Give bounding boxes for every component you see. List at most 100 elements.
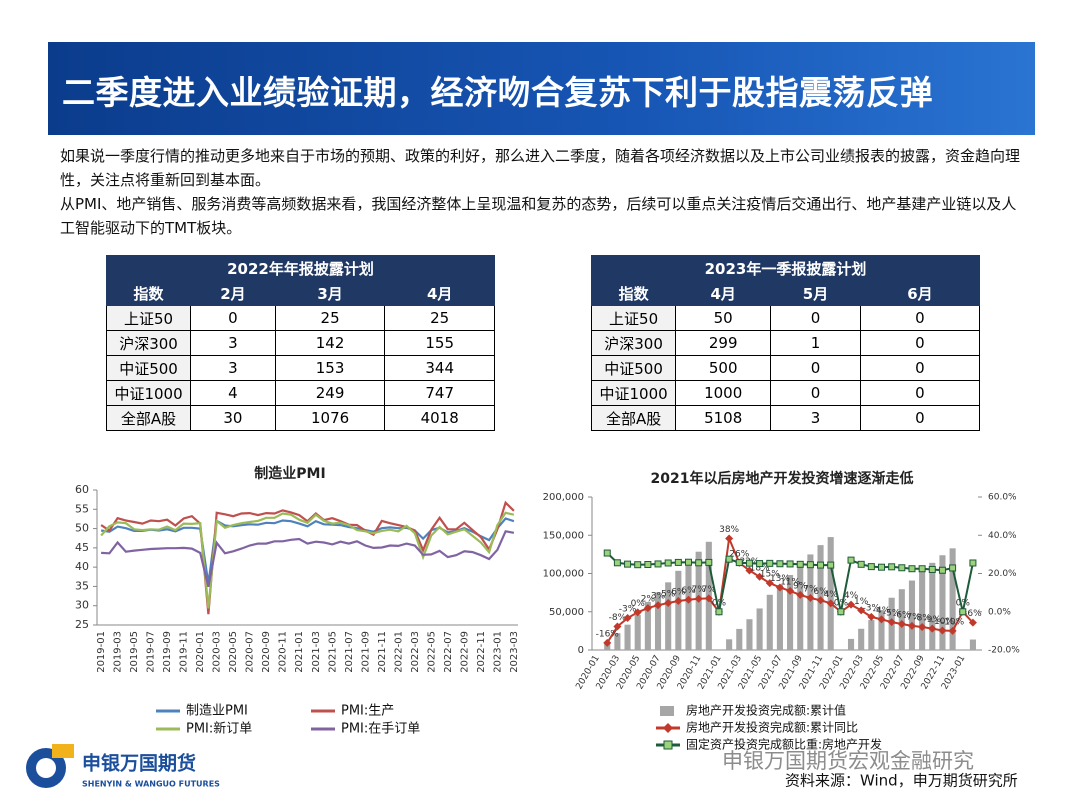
legend-label: PMI:生产	[341, 704, 394, 719]
marker	[898, 564, 906, 572]
x-tick-label: 2019-11	[179, 631, 190, 673]
bar	[675, 570, 682, 650]
bar	[969, 639, 976, 650]
column-header: 4月	[384, 280, 495, 306]
marker	[806, 561, 814, 569]
y-tick-label: 40	[75, 560, 89, 573]
table-row: 全部A股 30 1076 4018	[105, 405, 495, 431]
marker	[857, 560, 865, 568]
marker	[644, 561, 652, 569]
y-tick-label: 100,000	[543, 569, 584, 580]
data-label: -10%	[931, 617, 955, 627]
marker	[704, 594, 713, 603]
table-header-row: 指数 4月 5月 6月	[590, 280, 981, 306]
x-tick-label: 2020-07	[245, 631, 256, 673]
marker	[643, 604, 652, 613]
data-label: 26%	[729, 549, 749, 559]
table-title-row: 2023年一季报披露计划	[591, 255, 980, 281]
legend-label: 房地产开发投资完成额:累计值	[686, 703, 846, 718]
data-label: -4%	[873, 606, 891, 616]
table: 2023年一季报披露计划 指数 4月 5月 6月 上证50 50 0 0 沪深300 299 1 0 中证…	[590, 255, 981, 431]
marker	[878, 563, 885, 571]
data-label: 0%	[956, 598, 971, 608]
y2-tick-label: -20.0%	[988, 646, 1020, 656]
data-label: -5%	[883, 609, 901, 619]
cell: 0	[190, 305, 276, 331]
marker	[938, 566, 946, 574]
y-tick-label: 30	[75, 599, 89, 612]
x-tick-label: 2022-07	[443, 631, 454, 673]
marker	[664, 559, 672, 567]
column-header: 2月	[190, 280, 276, 306]
marker	[766, 559, 774, 567]
row-header: 中证500	[590, 355, 677, 381]
marker	[897, 619, 906, 628]
x-tick-label: 2021-05	[327, 631, 338, 673]
row-header: 上证50	[590, 305, 677, 331]
table: 2022年年报披露计划 指数 2月 3月 4月 上证50 0 25 25 沪深300 3 142 155…	[105, 255, 495, 431]
marker	[817, 561, 825, 569]
marker	[654, 560, 662, 568]
marker	[949, 564, 957, 572]
cell: 3	[190, 330, 276, 356]
logo-name: 申银万国期货	[82, 752, 196, 775]
marker	[765, 579, 774, 588]
data-label: -3%	[619, 605, 637, 615]
marker	[877, 615, 886, 624]
y-tick-label: 0	[578, 645, 584, 656]
marker	[888, 563, 896, 571]
data-label: 4%	[824, 590, 839, 600]
bullet-list: 如果说一季度行情的推动更多地来自于市场的预期、政策的利好，那么进入二季度，随着各…	[60, 144, 1020, 240]
marker	[837, 608, 845, 616]
marker	[745, 566, 754, 575]
bar	[624, 624, 631, 650]
marker	[816, 596, 825, 605]
bullet-text: 从PMI、地产销售、服务消费等高频数据来看，我国经济整体上呈现温和复苏的态势，后…	[60, 195, 1017, 237]
cell: 5108	[675, 405, 772, 431]
bar	[939, 555, 946, 650]
marker	[633, 608, 642, 617]
bar	[858, 628, 865, 650]
x-tick-label: 2019-03	[113, 631, 124, 673]
data-label: -6%	[893, 610, 911, 620]
column-header: 5月	[770, 280, 861, 306]
marker	[796, 560, 804, 568]
cell: 3	[770, 405, 861, 431]
row-header: 中证1000	[590, 380, 677, 406]
table-row: 上证50 0 25 25	[105, 305, 495, 331]
marker	[613, 559, 621, 567]
data-label: 7%	[803, 584, 818, 594]
x-tick-label: 2021-03	[311, 631, 322, 673]
y-tick-label: 150,000	[543, 530, 584, 541]
legend-label: 制造业PMI	[186, 704, 248, 719]
y2-tick-label: 0.0%	[988, 607, 1011, 617]
marker	[918, 565, 926, 573]
data-label: 11%	[780, 577, 800, 587]
data-label: 0%	[631, 599, 646, 609]
bar	[654, 592, 662, 650]
marker	[968, 618, 977, 627]
column-header: 4月	[675, 280, 772, 306]
cell: 0	[859, 405, 981, 431]
cell: 249	[274, 380, 386, 406]
data-label: -7%	[903, 612, 921, 622]
bar	[847, 638, 855, 650]
data-label: 6%	[813, 587, 828, 597]
marker	[907, 621, 916, 630]
bar	[726, 639, 733, 650]
row-header: 全部A股	[590, 405, 677, 431]
cell: 4018	[384, 405, 495, 431]
marker	[735, 559, 743, 567]
cell: 1000	[675, 380, 772, 406]
x-tick-label: 2022-05	[426, 631, 437, 673]
marker	[755, 572, 764, 581]
marker	[969, 559, 977, 567]
marker	[847, 600, 856, 609]
marker	[786, 560, 794, 568]
bar	[878, 610, 885, 650]
marker	[715, 608, 723, 616]
marker	[624, 560, 632, 568]
y-tick-label: 50	[75, 522, 89, 535]
marker	[796, 590, 805, 599]
